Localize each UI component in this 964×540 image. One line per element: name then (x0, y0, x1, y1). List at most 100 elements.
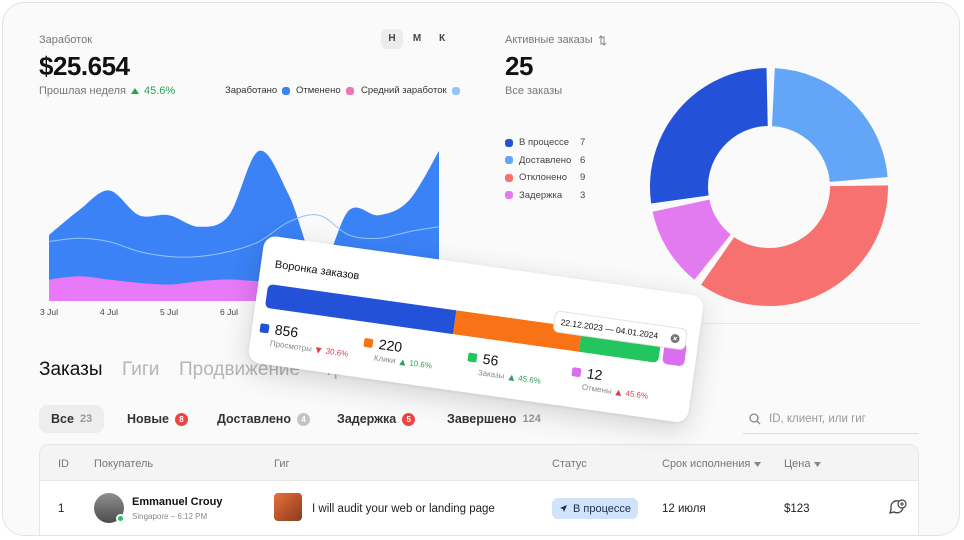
legend-label: Отменено (296, 85, 341, 96)
filter-count: 23 (79, 413, 93, 425)
orders-label: Активные заказы (505, 34, 593, 46)
stat-icon (363, 337, 374, 348)
legend-swatch (505, 138, 513, 147)
date-range-picker[interactable]: 22.12.2023 — 04.01.2024 (552, 310, 689, 351)
trend-arrow (399, 358, 406, 366)
period-tab[interactable]: М (412, 33, 422, 44)
trend-arrow (615, 389, 622, 396)
legend-swatch (505, 191, 513, 199)
funnel-stat: 56 Заказы 45.6% (465, 349, 543, 386)
column-header[interactable]: Цена (784, 458, 822, 470)
column-header[interactable]: Срок исполнения (662, 458, 762, 470)
stat-icon (571, 366, 582, 377)
earnings-amount: $25.654 (39, 51, 130, 81)
orders-total: 25 (505, 51, 533, 81)
earnings-label: Заработок (39, 34, 93, 46)
trend-arrow (507, 374, 514, 381)
legend-swatch (451, 86, 460, 95)
legend-item: Задержка 3 (505, 190, 595, 201)
divider (703, 323, 921, 324)
sort-icon (754, 461, 762, 467)
trend-arrow (316, 346, 323, 354)
x-tick-label: 5 Jul (160, 307, 178, 317)
column-label: Цена (784, 458, 811, 470)
funnel-stat: 220 Клики 10.6% (361, 334, 435, 371)
cell-price: $123 (784, 503, 810, 515)
filter-chip[interactable]: Доставлено 4 (205, 405, 322, 433)
table: ID Покупатель Гиг Статус Срок исполнения… (39, 444, 919, 535)
funnel-card: Воронка заказов 22.12.2023 — 04.01.2024 … (247, 235, 705, 424)
funnel-stat: 856 Просмотры 30.6% (257, 319, 351, 359)
legend-label: Доставлено (519, 154, 572, 166)
clear-icon[interactable] (670, 333, 680, 343)
filter-chip[interactable]: Задержка 5 (325, 405, 427, 433)
stat-change: 45.6% (624, 388, 649, 401)
column-header: Статус (552, 458, 587, 470)
stat-label: Заказы (477, 368, 506, 381)
stat-value: 56 (481, 350, 500, 369)
line (48, 214, 440, 258)
nav-tab[interactable]: Гиги (122, 359, 160, 380)
earnings-change: 45.6% (144, 85, 176, 97)
column-label: Срок исполнения (662, 458, 751, 470)
filter-label: Завершено (447, 412, 517, 426)
trend-icon (399, 358, 406, 366)
legend-value: 6 (580, 154, 586, 166)
trend-icon (507, 374, 514, 381)
filter-count: 5 (402, 412, 416, 426)
chat-button[interactable] (888, 499, 908, 517)
filter-label: Все (51, 412, 74, 426)
legend-label: Заработано (225, 85, 278, 96)
column-header: Покупатель (94, 458, 154, 470)
stat-value: 220 (377, 335, 404, 356)
period-tab[interactable]: К (438, 33, 446, 44)
buyer-name: Emmanuel Crouy (132, 496, 223, 508)
x-tick-label: 4 Jul (100, 307, 118, 317)
funnel-stats: 856 Просмотры 30.6% 220 Клики 10.6% 56 Заказы 45… (259, 235, 705, 401)
trend-icon (316, 346, 323, 354)
donut-chart (650, 68, 888, 306)
search-box[interactable]: ID, клиент, или гиг (743, 404, 919, 434)
status-pill: В процессе (552, 498, 638, 519)
filter-label: Задержка (337, 412, 397, 426)
legend-label: Средний заработок (361, 85, 447, 96)
legend-value: 9 (580, 172, 586, 183)
sort-icon[interactable] (598, 35, 607, 46)
stat-change: 10.6% (408, 358, 433, 371)
filter-label: Доставлено (217, 412, 291, 426)
stat-sub: Заказы 45.6% (465, 366, 541, 386)
table-header (40, 445, 918, 481)
legend-swatch (345, 86, 354, 95)
funnel-stat: 12 Отмены 45.6% (569, 363, 651, 401)
legend-swatch (505, 173, 513, 182)
stat-value: 12 (585, 365, 604, 384)
stat-change: 30.6% (325, 346, 349, 359)
legend-item: Средний заработок (361, 85, 460, 96)
period-tab[interactable]: Н (381, 29, 403, 49)
stat-sub: Просмотры 30.6% (257, 337, 348, 359)
trend-icon (615, 389, 622, 396)
legend-item: В процессе 7 (505, 137, 595, 148)
nav-tab[interactable]: Заказы (39, 359, 103, 380)
filter-chip[interactable]: Все 23 (39, 405, 105, 433)
legend-item: Отменено (296, 85, 354, 96)
filter-count: 4 (297, 412, 310, 426)
filter-chip[interactable]: Завершено 124 (435, 405, 553, 433)
legend-label: В процессе (519, 137, 570, 148)
x-tick-label: 6 Jul (220, 307, 238, 317)
stat-sub: Отмены 45.6% (569, 381, 648, 401)
gig-title[interactable]: I will audit your web or landing page (312, 503, 495, 515)
gig-thumbnail (274, 493, 302, 521)
up-arrow-icon (131, 88, 139, 94)
legend-swatch (282, 86, 291, 95)
donut-segment (650, 68, 769, 204)
stat-value: 856 (273, 321, 300, 341)
x-tick-label: 3 Jul (40, 307, 58, 317)
cell-id: 1 (58, 503, 65, 515)
filter-chip[interactable]: Новые 8 (115, 405, 200, 433)
stat-icon (467, 351, 478, 363)
column-header: Гиг (274, 458, 290, 470)
